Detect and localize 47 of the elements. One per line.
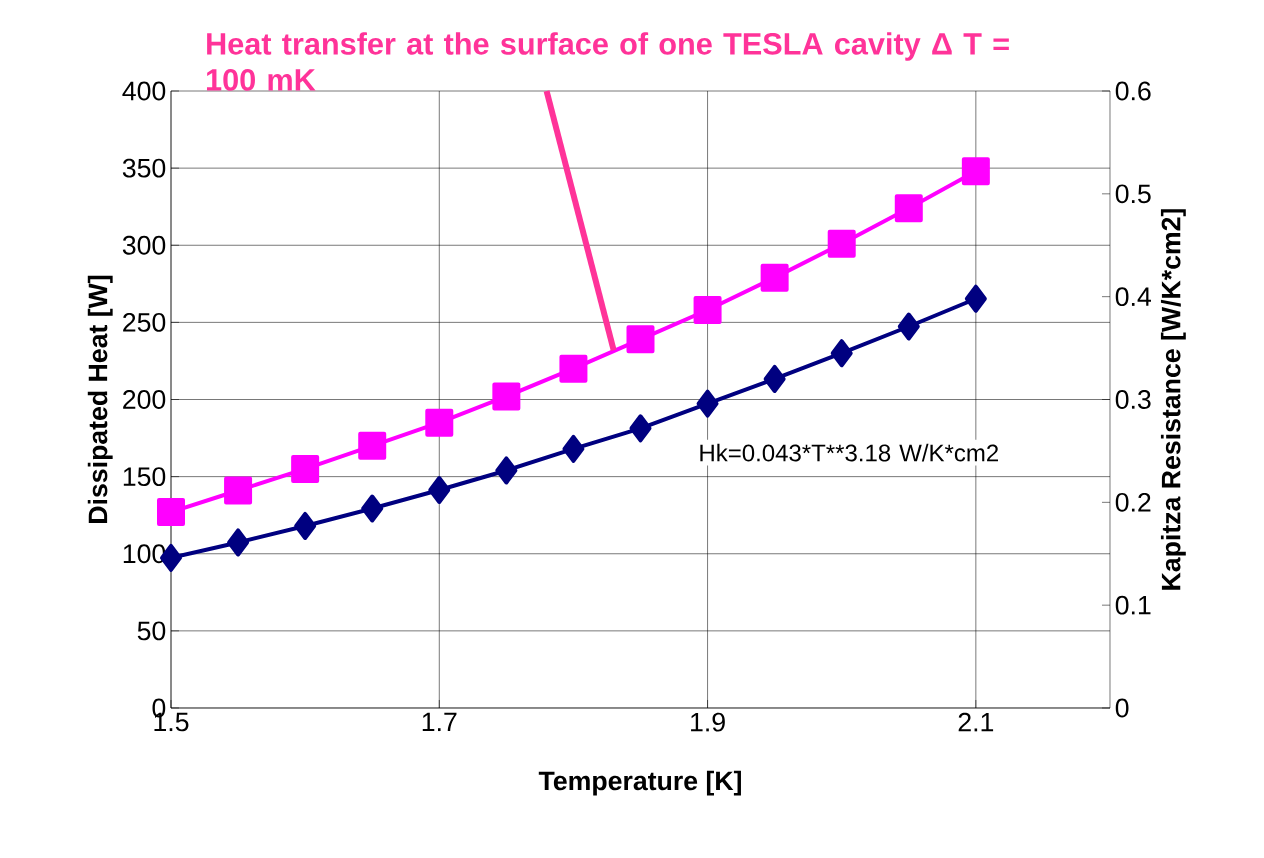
point [562,434,585,463]
point [696,389,719,418]
y2-tick-label: 0.5 [1115,184,1151,204]
point [358,431,387,460]
point [894,194,923,223]
y-axis-title: Dissipated Heat [W] [87,275,113,523]
point [763,364,786,393]
y-tick-label: 250 [123,312,166,332]
point [964,284,987,313]
y2-tick-label: 0.4 [1115,287,1151,307]
point [361,494,384,523]
point [961,157,990,186]
y-tick-label: 200 [123,390,166,409]
point [157,498,185,527]
y2-tick-label: 0.6 [1115,81,1151,101]
x-axis-title: Temperature [K] [538,770,741,796]
y-tick-label: 300 [122,235,166,255]
point [827,229,856,258]
point [224,476,253,505]
y2-tick-label: 0.3 [1115,390,1151,409]
point [629,414,652,443]
y2-axis-title: Kapitza Resistance [W/K*cm2] [1160,209,1186,590]
x-tick-label: 1.9 [691,712,725,732]
y-tick-label: 150 [123,467,166,487]
point [760,263,789,292]
point [428,476,451,504]
point [830,339,853,368]
y-tick-label: 50 [137,621,166,641]
point [291,454,320,483]
y2-tick-label: 0.1 [1115,595,1151,615]
annotation: Hk=0.043*T**3.18 W/K*cm2 [700,443,998,462]
annotation: Heat transfer at the surface of one TESLA cavity Δ T = 100 mK [206,32,1009,91]
point [693,296,722,325]
point [492,382,521,411]
point [897,312,920,341]
x-tick-label: 1.7 [422,712,457,732]
y-tick-label: 350 [122,158,166,178]
y2-tick-label: 0.2 [1115,492,1151,512]
point [559,354,588,383]
x-tick-label: 2.1 [958,712,994,732]
y-tick-label: 400 [122,81,166,101]
point [227,528,250,557]
point [626,325,655,354]
point [425,408,454,437]
y2-tick-label: 0 [1115,698,1129,718]
point [294,511,317,540]
point [495,456,518,485]
